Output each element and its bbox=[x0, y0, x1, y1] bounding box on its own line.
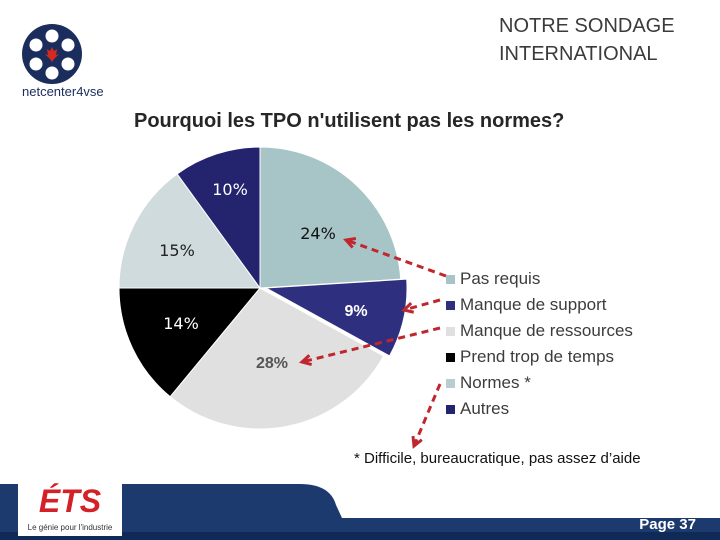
legend-item: Prend trop de temps bbox=[446, 344, 633, 370]
legend-label: Pas requis bbox=[460, 269, 541, 288]
legend-item: Autres bbox=[446, 396, 633, 422]
svg-text:Le génie pour l'industrie: Le génie pour l'industrie bbox=[28, 523, 113, 532]
legend-swatch bbox=[446, 274, 455, 284]
header-title-line2: INTERNATIONAL bbox=[499, 43, 658, 65]
chart-legend: Pas requis Manque de support Manque de res… bbox=[446, 266, 633, 422]
data-label-prend-trop-de-temps: 14% bbox=[163, 314, 199, 333]
legend-item: Normes * bbox=[446, 370, 633, 396]
pie-slice-autres bbox=[176, 146, 261, 290]
pointer-arrow-head bbox=[343, 236, 357, 249]
legend-label: Manque de ressources bbox=[460, 321, 633, 340]
ets-logo: ÉTS Le génie pour l'industrie bbox=[18, 478, 122, 536]
pie-slice-pas-requis bbox=[259, 146, 402, 289]
logo-wordmark-prefix: netcenter bbox=[22, 84, 77, 99]
pointer-arrow-line bbox=[403, 298, 441, 312]
data-label-pas-requis: 24% bbox=[300, 224, 336, 243]
header-title-line1: NOTRE SONDAGE bbox=[499, 15, 675, 37]
pointer-arrow-head bbox=[400, 301, 415, 314]
legend-swatch bbox=[446, 404, 455, 414]
netcenter-logo bbox=[22, 24, 82, 84]
pointer-arrow-line bbox=[345, 238, 447, 278]
svg-text:ÉTS: ÉTS bbox=[39, 483, 102, 519]
pointer-arrow-head bbox=[411, 435, 423, 449]
pointer-arrow-line bbox=[412, 383, 442, 447]
pie-slice-prend-trop-de-temps bbox=[118, 287, 262, 398]
header-title: NOTRE SONDAGE INTERNATIONAL bbox=[499, 12, 675, 68]
legend-item: Pas requis bbox=[446, 266, 633, 292]
legend-item: Manque de support bbox=[446, 292, 633, 318]
legend-label: Manque de support bbox=[460, 295, 607, 314]
chart-title: Pourquoi les TPO n'utilisent pas les nor… bbox=[134, 110, 565, 132]
logo-wordmark-suffix: 4vse bbox=[76, 84, 104, 99]
footnote: * Difficile, bureaucratique, pas assez d… bbox=[354, 450, 641, 467]
pie-slice-manque-de-ressources bbox=[169, 287, 385, 430]
legend-swatch bbox=[446, 326, 455, 336]
legend-label: Normes * bbox=[460, 373, 531, 392]
data-label-autres: 10% bbox=[212, 180, 248, 199]
data-label-manque-de-ressources: 28% bbox=[256, 355, 288, 372]
data-label-normes: 15% bbox=[159, 241, 195, 260]
pointer-arrow-head bbox=[298, 354, 313, 367]
data-label-manque-de-support: 9% bbox=[344, 303, 367, 320]
logo-wordmark: netcenter4vse bbox=[22, 84, 104, 99]
legend-swatch bbox=[446, 300, 455, 310]
page-number: Page 37 bbox=[639, 516, 696, 533]
pie-slice-manque-de-support bbox=[264, 278, 408, 357]
legend-label: Autres bbox=[460, 399, 510, 418]
legend-swatch bbox=[446, 352, 455, 362]
pie-slice-normes bbox=[118, 173, 261, 289]
legend-item: Manque de ressources bbox=[446, 318, 633, 344]
legend-swatch bbox=[446, 378, 455, 388]
legend-label: Prend trop de temps bbox=[460, 347, 615, 366]
